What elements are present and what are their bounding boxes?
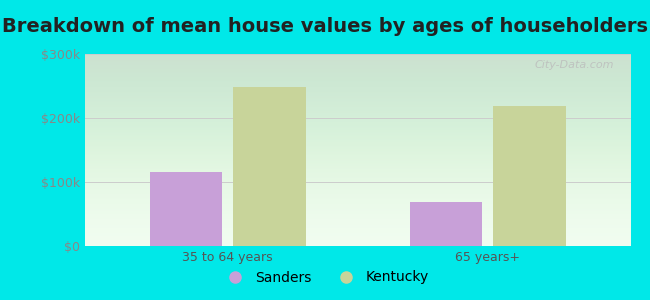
Text: Breakdown of mean house values by ages of householders: Breakdown of mean house values by ages o… xyxy=(2,17,648,37)
Bar xyxy=(150,172,222,246)
Bar xyxy=(233,87,306,246)
Legend: Sanders, Kentucky: Sanders, Kentucky xyxy=(216,265,434,290)
Bar xyxy=(410,202,482,246)
Bar xyxy=(493,106,566,246)
Text: City-Data.com: City-Data.com xyxy=(534,60,614,70)
